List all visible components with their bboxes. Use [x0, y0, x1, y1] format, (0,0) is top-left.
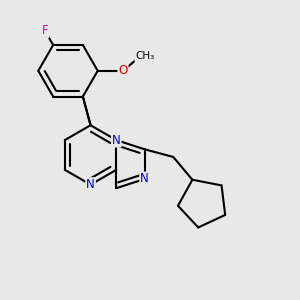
Text: F: F	[42, 24, 48, 38]
Text: CH₃: CH₃	[135, 52, 154, 61]
Text: N: N	[140, 172, 149, 185]
Text: N: N	[86, 178, 95, 191]
Text: O: O	[118, 64, 127, 77]
Text: N: N	[112, 134, 121, 147]
